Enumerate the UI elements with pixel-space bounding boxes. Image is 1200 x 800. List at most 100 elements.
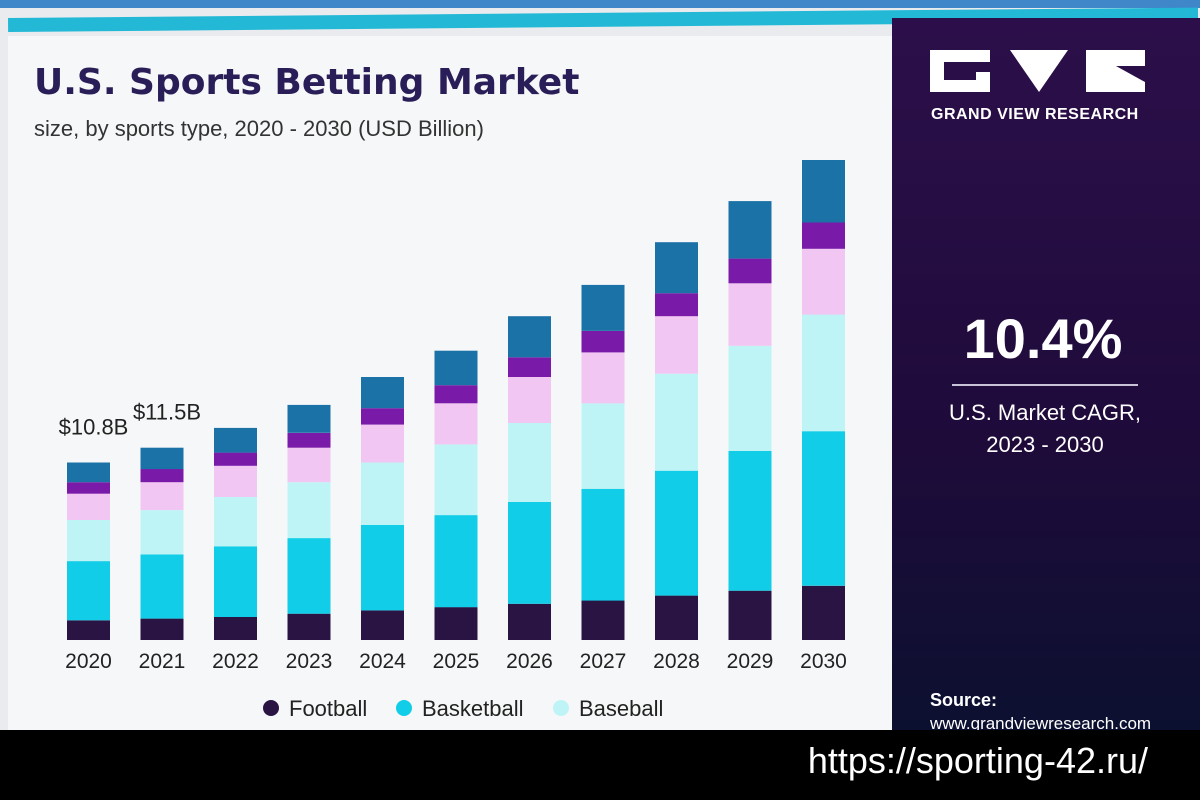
bar-segment-2025-3 <box>434 403 478 445</box>
bar-segment-2023-2 <box>287 482 331 539</box>
bar-segment-2021-0 <box>140 618 184 640</box>
legend-label-basketball: Basketball <box>422 696 524 721</box>
bar-segment-2024-2 <box>361 462 404 525</box>
chart-subtitle: size, by sports type, 2020 - 2030 (USD B… <box>34 116 484 141</box>
bar-segment-2027-4 <box>581 331 625 353</box>
bar-segment-2023-0 <box>287 613 331 640</box>
bar-segment-2030-5 <box>802 160 845 223</box>
cagr-label-line-2: 2023 - 2030 <box>986 432 1104 457</box>
x-tick-label-2029: 2029 <box>727 650 774 673</box>
bar-segment-2026-1 <box>508 501 551 604</box>
bar-segment-2028-4 <box>655 293 698 317</box>
legend-marker-baseball <box>553 700 569 716</box>
bar-segment-2030-1 <box>802 431 845 586</box>
bar-segment-2025-0 <box>434 607 478 640</box>
bar-segment-2029-2 <box>728 345 772 451</box>
bar-segment-2025-5 <box>434 350 478 386</box>
cagr-value: 10.4% <box>963 307 1123 370</box>
legend-marker-basketball <box>396 700 412 716</box>
bar-segment-2020-1 <box>67 561 110 621</box>
bar-segment-2027-2 <box>581 403 625 489</box>
bar-segment-2026-4 <box>508 357 551 377</box>
bar-segment-2022-0 <box>214 617 257 640</box>
x-tick-label-2022: 2022 <box>212 650 259 673</box>
sidebar-panel <box>892 18 1200 730</box>
watermark-url: https://sporting-42.ru/ <box>807 740 1148 781</box>
bar-segment-2021-2 <box>140 510 184 555</box>
bar-segment-2027-3 <box>581 352 625 404</box>
stacked-bar-chart: 2020 2021 2022 2023 2024 2025 2026 2027 2028 2029… <box>59 160 847 721</box>
bar-segment-2028-3 <box>655 316 698 374</box>
bar-segment-2020-2 <box>67 520 110 562</box>
watermark-bar <box>0 730 1200 800</box>
bar-segment-2028-1 <box>655 470 698 596</box>
bar-segment-2022-4 <box>214 452 257 466</box>
source-url: www.grandviewresearch.com <box>930 714 1152 733</box>
bar-segment-2026-0 <box>508 603 551 640</box>
bar-segment-2023-4 <box>287 432 331 448</box>
bar-segment-2020-4 <box>67 482 110 494</box>
x-tick-label-2023: 2023 <box>286 650 333 673</box>
x-tick-label-2020: 2020 <box>65 650 112 673</box>
bar-segment-2030-2 <box>802 314 845 432</box>
bar-segment-2026-2 <box>508 423 551 502</box>
bar-segment-2025-4 <box>434 385 478 404</box>
data-label-2021: $11.5B <box>133 400 201 425</box>
source-label: Source: <box>930 690 998 710</box>
bar-segment-2023-3 <box>287 447 331 483</box>
bar-segment-2024-3 <box>361 424 404 463</box>
cagr-label-line-1: U.S. Market CAGR, <box>949 400 1141 425</box>
bar-segment-2021-4 <box>140 469 184 483</box>
bar-segment-2023-1 <box>287 538 331 614</box>
brand-name: GRAND VIEW RESEARCH <box>931 106 1139 123</box>
bar-segment-2028-2 <box>655 373 698 471</box>
x-tick-label-2021: 2021 <box>139 650 186 673</box>
bar-segment-2028-0 <box>655 595 698 640</box>
bar-segment-2029-5 <box>728 201 772 259</box>
bar-segment-2021-3 <box>140 482 184 511</box>
bar-segment-2030-0 <box>802 585 845 640</box>
bar-segment-2024-1 <box>361 524 404 611</box>
bar-segment-2020-5 <box>67 462 110 483</box>
bar-segment-2029-4 <box>728 258 772 284</box>
bar-segment-2027-5 <box>581 284 625 331</box>
x-tick-label-2027: 2027 <box>580 650 627 673</box>
bar-segment-2022-1 <box>214 546 257 617</box>
bar-segment-2024-0 <box>361 610 404 640</box>
cagr-divider <box>952 384 1138 386</box>
bar-segment-2030-4 <box>802 222 845 249</box>
bar-segment-2030-3 <box>802 248 845 315</box>
bar-segment-2029-0 <box>728 590 772 640</box>
bar-segment-2021-5 <box>140 447 184 470</box>
bar-segment-2020-3 <box>67 493 110 520</box>
bar-segment-2021-1 <box>140 554 184 619</box>
top-accent-bar <box>0 0 1200 8</box>
legend-marker-football <box>263 700 279 716</box>
x-tick-label-2026: 2026 <box>506 650 553 673</box>
x-tick-label-2028: 2028 <box>653 650 700 673</box>
x-tick-label-2025: 2025 <box>433 650 480 673</box>
bar-segment-2026-3 <box>508 377 551 423</box>
bar-segment-2027-1 <box>581 488 625 601</box>
legend-label-baseball: Baseball <box>579 696 663 721</box>
bar-segment-2024-4 <box>361 408 404 425</box>
bar-segment-2025-2 <box>434 444 478 516</box>
bar-segment-2023-5 <box>287 404 331 433</box>
data-label-2020: $10.8B <box>59 415 129 440</box>
x-tick-label-2024: 2024 <box>359 650 406 673</box>
bar-segment-2024-5 <box>361 377 404 409</box>
bar-segment-2026-5 <box>508 316 551 358</box>
bar-segment-2022-3 <box>214 465 257 497</box>
chart-title: U.S. Sports Betting Market <box>34 62 580 103</box>
bar-segment-2025-1 <box>434 515 478 608</box>
brand-logo-icon <box>930 50 1145 92</box>
bar-segment-2020-0 <box>67 620 110 640</box>
bar-segment-2022-5 <box>214 427 257 453</box>
bar-segment-2022-2 <box>214 497 257 547</box>
bar-segment-2028-5 <box>655 242 698 294</box>
x-tick-label-2030: 2030 <box>800 650 847 673</box>
legend-label-football: Football <box>289 696 367 721</box>
bar-segment-2029-1 <box>728 451 772 591</box>
bar-segment-2029-3 <box>728 283 772 346</box>
bar-segment-2027-0 <box>581 600 625 640</box>
